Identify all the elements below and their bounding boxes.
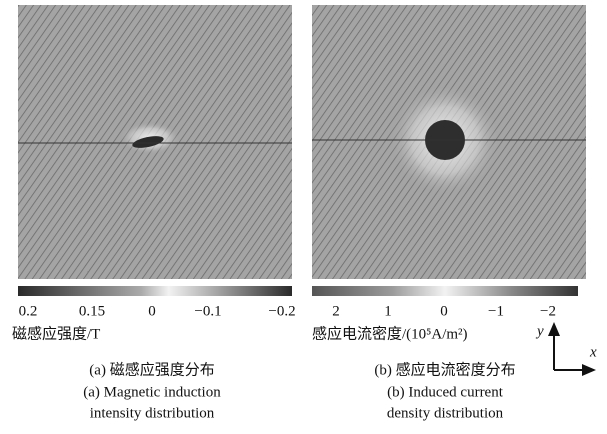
colorbar-tick-label: −0.1 [194, 303, 221, 319]
colorbar-title: 磁感应强度/T [12, 324, 100, 342]
colorbar-tick-label: 2 [332, 303, 340, 319]
colorbar-tick-label: 0.2 [19, 303, 38, 319]
panel-a-image [18, 5, 292, 279]
caption-en: intensity distribution [90, 405, 215, 421]
colorbar-tick-label: −2 [540, 303, 556, 319]
colorbar-tick-label: 0.15 [79, 303, 105, 319]
colorbar-title: 感应电流密度/(10⁵A/m²) [312, 324, 468, 342]
colorbar-tick-label: 1 [384, 303, 392, 319]
caption-en: (b) Induced current [387, 384, 504, 400]
panel-b-image [312, 5, 586, 279]
caption-zh: (a) 磁感应强度分布 [89, 360, 214, 378]
figure: y x 0.2 0.15 0 −0.1 −0.2 磁感应强度/T (a) 磁感应强度分布 (a… [0, 0, 607, 429]
axes-icon [548, 322, 596, 376]
caption-zh: (b) 感应电流密度分布 [374, 360, 515, 378]
caption-en: density distribution [387, 405, 504, 421]
colorbar-a [18, 286, 292, 296]
axis-x-label: x [589, 344, 597, 360]
colorbar-tick-label: −1 [488, 303, 504, 319]
colorbar-tick-label: 0 [148, 303, 156, 319]
caption-en: (a) Magnetic induction [83, 384, 221, 400]
colorbar-b [312, 286, 578, 296]
colorbar-tick-label: −0.2 [268, 303, 295, 319]
colorbar-tick-label: 0 [440, 303, 448, 319]
axis-y-label: y [535, 323, 544, 339]
